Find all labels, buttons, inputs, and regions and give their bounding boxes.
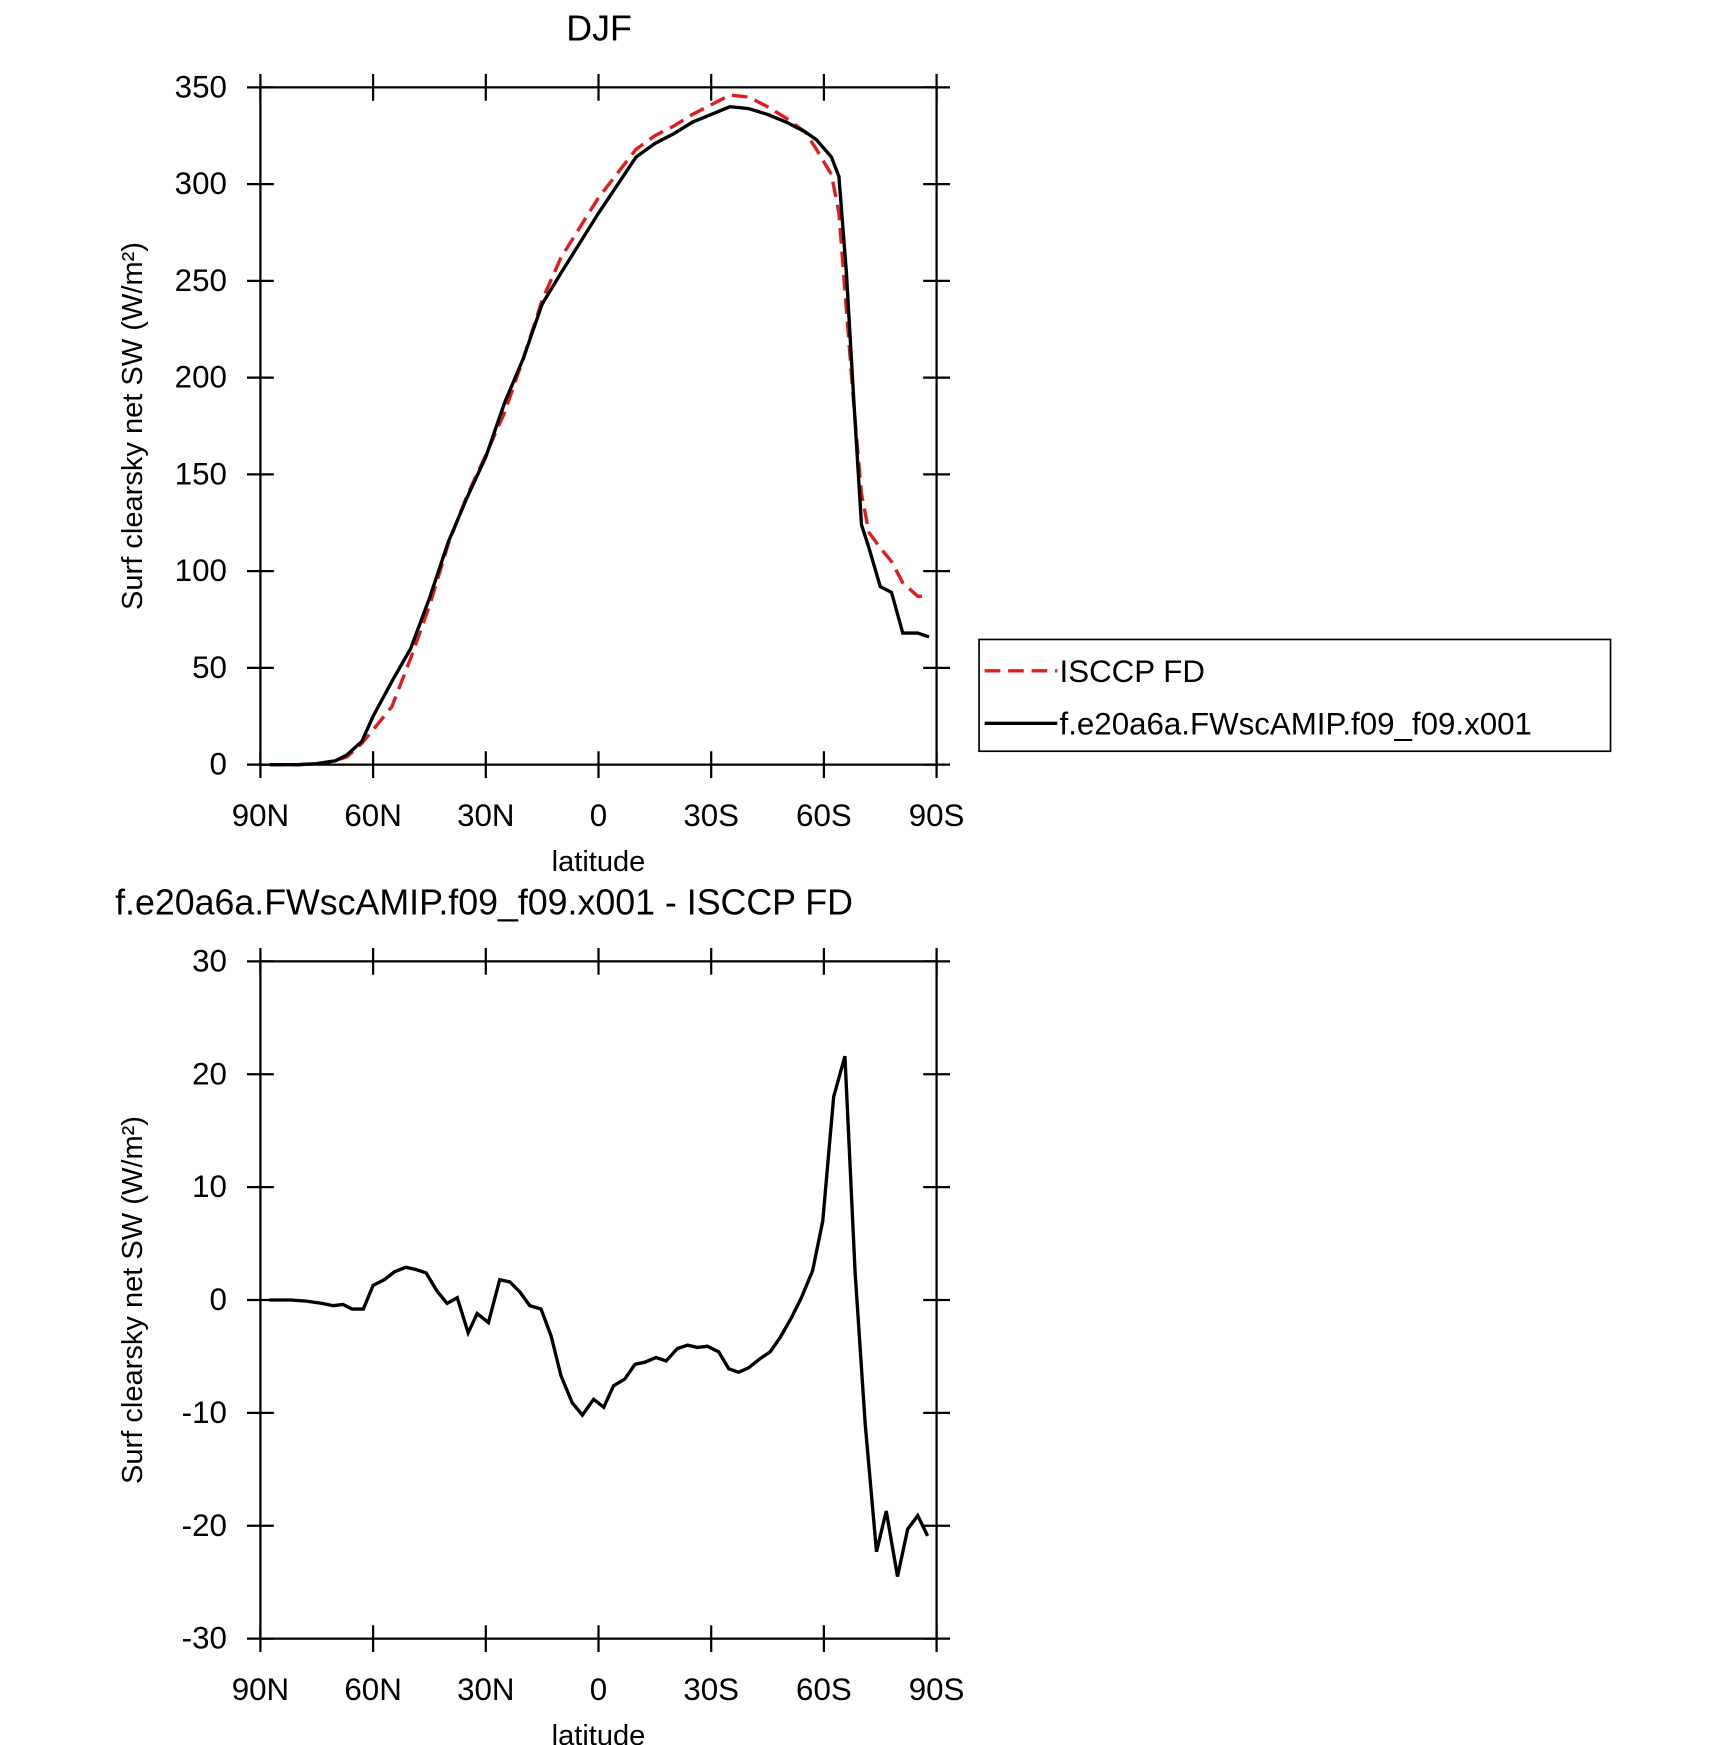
legend-label: ISCCP FD — [1060, 654, 1205, 689]
x-tick-label: 30N — [457, 798, 514, 833]
y-axis-label: Surf clearsky net SW (W/m²) — [117, 1116, 149, 1484]
y-tick-label: 300 — [175, 166, 227, 201]
x-tick-label: 60N — [344, 798, 401, 833]
x-axis-label: latitude — [552, 1720, 646, 1745]
y-tick-label: -30 — [182, 1621, 227, 1656]
y-tick-label: 10 — [192, 1169, 227, 1204]
legend-label: f.e20a6a.FWscAMIP.f09_f09.x001 — [1060, 706, 1532, 741]
x-tick-label: 30N — [457, 1672, 514, 1707]
y-tick-label: 30 — [192, 943, 227, 978]
y-tick-label: 50 — [192, 650, 227, 685]
y-tick-label: 20 — [192, 1056, 227, 1091]
x-tick-label: 60S — [796, 798, 852, 833]
x-tick-label: 30S — [683, 1672, 739, 1707]
y-tick-label: 150 — [175, 456, 227, 491]
x-tick-label: 30S — [683, 798, 739, 833]
plot-frame — [259, 960, 938, 1640]
y-axis-label: Surf clearsky net SW (W/m²) — [117, 242, 149, 610]
x-tick-label: 60S — [796, 1672, 852, 1707]
y-tick-label: 0 — [209, 747, 226, 782]
legend-box — [978, 638, 1612, 753]
data-line — [269, 93, 930, 767]
y-tick-label: 200 — [175, 360, 227, 395]
y-tick-label: 100 — [175, 553, 227, 588]
x-axis-label: latitude — [552, 846, 646, 878]
x-tick-label: 90N — [232, 1672, 289, 1707]
y-tick-label: 250 — [175, 263, 227, 298]
y-tick-label: -10 — [182, 1395, 227, 1430]
chart-title: DJF — [566, 8, 632, 48]
y-tick-label: -20 — [182, 1508, 227, 1543]
x-tick-label: 0 — [590, 1672, 607, 1707]
data-line — [269, 1055, 930, 1577]
x-tick-label: 90S — [909, 798, 965, 833]
data-line — [269, 104, 930, 767]
y-tick-label: 0 — [209, 1282, 226, 1317]
x-tick-label: 90N — [232, 798, 289, 833]
x-tick-label: 60N — [344, 1672, 401, 1707]
chart-title: f.e20a6a.FWscAMIP.f09_f09.x001 - ISCCP F… — [115, 882, 853, 922]
x-tick-label: 0 — [590, 798, 607, 833]
y-tick-label: 350 — [175, 69, 227, 104]
x-tick-label: 90S — [909, 1672, 965, 1707]
